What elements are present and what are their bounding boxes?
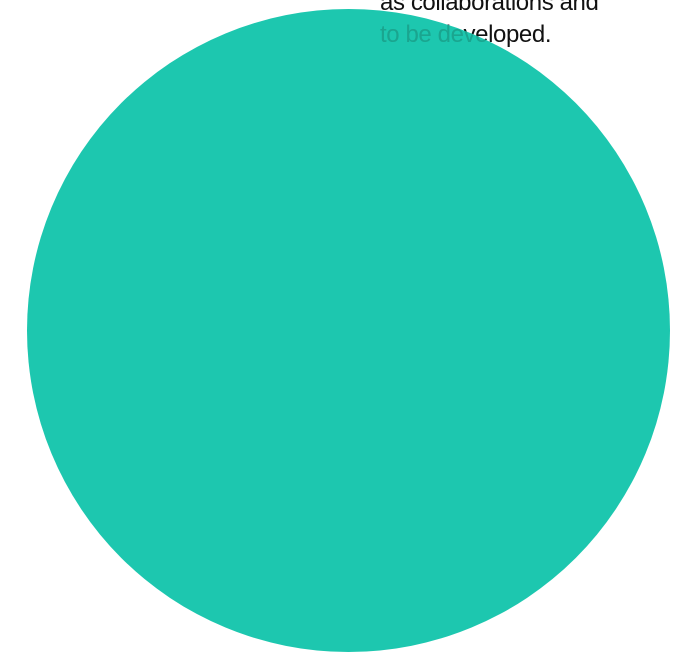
- text-line-1-overlay: as collaborations and: [380, 0, 599, 16]
- text-line-1: as collaborations and: [380, 0, 599, 16]
- text-line-2-overlay: to be developed.: [380, 21, 552, 48]
- text-paragraph-overlay: as collaborations and to be developed.: [380, 0, 669, 51]
- teal-circle-shape: [27, 9, 670, 652]
